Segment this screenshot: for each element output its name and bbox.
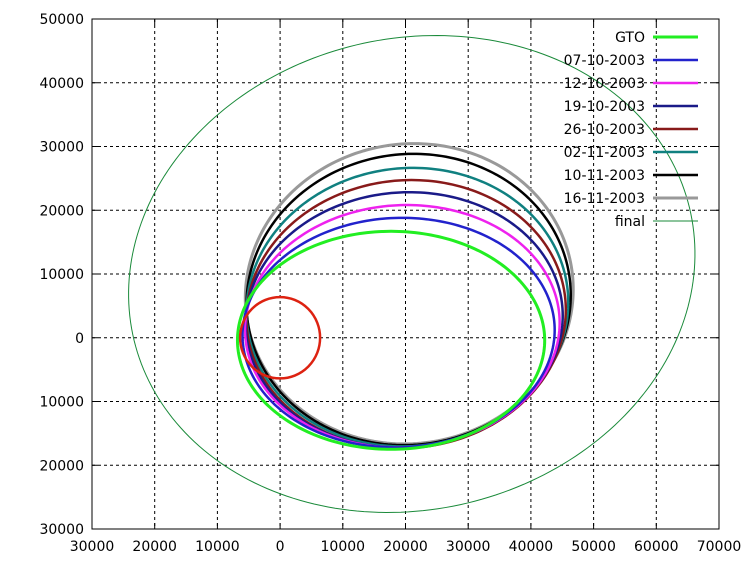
- y-tick-label: 10000: [39, 395, 84, 411]
- legend-label: GTO: [615, 30, 645, 46]
- grid: [92, 19, 719, 529]
- x-tick-label: 40000: [509, 539, 554, 555]
- orbit-line-final: [128, 35, 696, 513]
- legend: GTO 07-10-2003 12-10-2003 19-10-2003 26-10-2…: [564, 30, 698, 230]
- y-tick-label: 20000: [39, 458, 84, 474]
- y-tick-label: 30000: [39, 140, 84, 156]
- y-tick-label: 50000: [39, 12, 84, 28]
- x-tick-label: 30000: [70, 539, 115, 555]
- y-tick-label: 30000: [39, 522, 84, 538]
- orbit-line-gto: [235, 229, 547, 451]
- earth-layer: [238, 295, 322, 380]
- x-tick-label: 20000: [383, 539, 428, 555]
- y-tick-label: 10000: [39, 267, 84, 283]
- y-tick-label: 20000: [39, 203, 84, 219]
- legend-label: 26-10-2003: [564, 122, 645, 138]
- x-tick-label: 0: [276, 539, 285, 555]
- x-tick-label: 60000: [634, 539, 679, 555]
- y-tick-label: 0: [75, 331, 84, 347]
- y-tick-label: 40000: [39, 76, 84, 92]
- legend-label: 19-10-2003: [564, 99, 645, 115]
- x-tick-label: 70000: [697, 539, 742, 555]
- legend-label: 02-11-2003: [564, 145, 645, 161]
- x-tick-label: 30000: [446, 539, 491, 555]
- legend-label: 12-10-2003: [564, 76, 645, 92]
- x-tick-label: 50000: [571, 539, 616, 555]
- legend-label: final: [615, 214, 645, 230]
- legend-label: 10-11-2003: [564, 168, 645, 184]
- y-axis-ticks: 30000 20000 10000 0 10000 20000 30000 40000 5000…: [39, 12, 719, 538]
- x-tick-label: 20000: [132, 539, 177, 555]
- x-axis-ticks: 30000 20000 10000 0 10000 20000 30000 40000 5000…: [70, 19, 742, 555]
- legend-label: 07-10-2003: [564, 53, 645, 69]
- x-tick-label: 10000: [195, 539, 240, 555]
- legend-label: 16-11-2003: [564, 191, 645, 207]
- earth-circle: [238, 295, 322, 380]
- x-tick-label: 10000: [321, 539, 366, 555]
